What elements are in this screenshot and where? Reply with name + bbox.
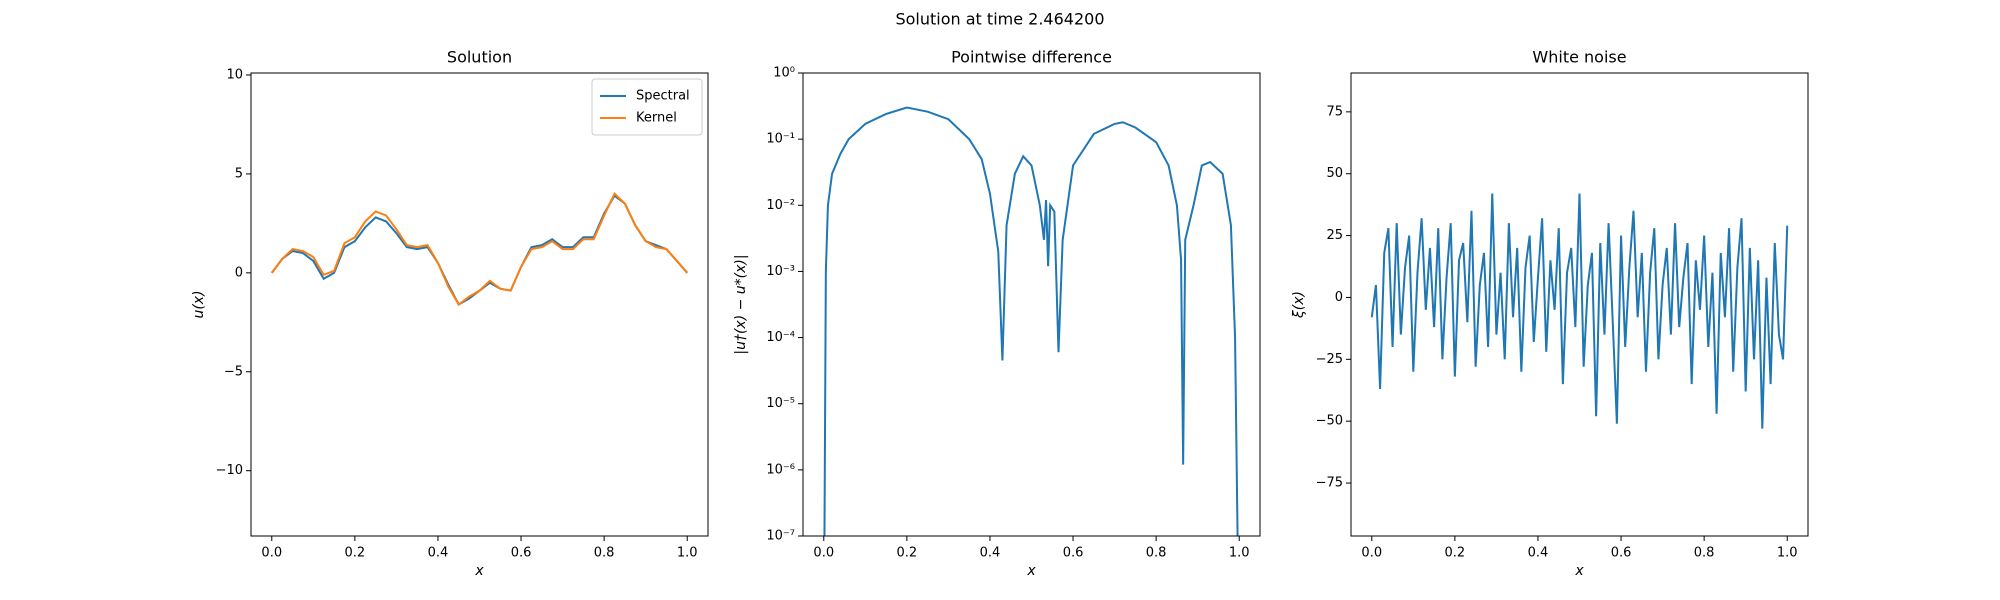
y-tick-label: 10⁻⁶ [766, 462, 795, 477]
y-tick-label: 25 [1326, 228, 1343, 243]
x-tick-label: 1.0 [677, 546, 698, 561]
x-axis-label: x [1574, 563, 1584, 579]
x-tick-label: 0.4 [1528, 546, 1549, 561]
y-tick-label: 5 [235, 166, 243, 181]
data-line [270, 194, 688, 306]
legend-box [591, 78, 703, 136]
y-tick-label: 0 [235, 265, 243, 280]
axes-title: White noise [1532, 48, 1626, 67]
x-tick-label: 0.6 [1611, 546, 1632, 561]
y-tick-label: 10⁻⁷ [766, 529, 795, 544]
y-axis-label: |u†(x) − u*(x)| [733, 254, 749, 354]
x-axis-label: x [1026, 563, 1036, 579]
y-tick-label: 0 [1335, 290, 1343, 305]
axes-title: Pointwise difference [951, 48, 1112, 67]
x-tick-label: 1.0 [1777, 546, 1798, 561]
data-line [270, 192, 688, 306]
axes-frame [250, 72, 709, 537]
y-tick-label: 10⁻² [766, 198, 795, 213]
x-tick-label: 0.2 [345, 546, 366, 561]
axes-frame [1350, 72, 1809, 537]
figure-title: Solution at time 2.464200 [895, 10, 1104, 29]
legend-label: Kernel [636, 111, 677, 126]
y-tick-label: 75 [1326, 104, 1343, 119]
legend-label: Spectral [636, 89, 690, 104]
x-tick-label: 0.0 [261, 546, 282, 561]
x-tick-label: 0.8 [1694, 546, 1715, 561]
axes-frame [802, 72, 1261, 537]
y-tick-label: 50 [1326, 166, 1343, 181]
x-tick-label: 0.0 [1361, 546, 1382, 561]
y-tick-label: −5 [224, 364, 243, 379]
x-tick-label: 0.8 [594, 546, 615, 561]
y-tick-label: −25 [1316, 352, 1343, 367]
x-tick-label: 0.2 [897, 546, 918, 561]
y-tick-label: 10 [226, 67, 243, 82]
x-tick-label: 0.0 [813, 546, 834, 561]
y-tick-label: −75 [1316, 476, 1343, 491]
y-tick-label: 10⁰ [773, 66, 795, 81]
y-tick-label: 10⁻³ [766, 264, 795, 279]
data-line [823, 106, 1239, 536]
x-tick-label: 0.4 [428, 546, 449, 561]
y-axis-label: u(x) [191, 290, 207, 318]
y-tick-label: −50 [1316, 414, 1343, 429]
x-tick-label: 0.2 [1445, 546, 1466, 561]
x-tick-label: 1.0 [1229, 546, 1250, 561]
data-line [1370, 193, 1789, 429]
x-tick-label: 0.4 [980, 546, 1001, 561]
x-axis-label: x [474, 563, 484, 579]
x-tick-label: 0.8 [1146, 546, 1167, 561]
y-tick-label: 10⁻¹ [766, 132, 795, 147]
y-tick-label: −10 [216, 463, 243, 478]
y-axis-label: ξ(x) [1291, 291, 1307, 319]
y-tick-label: 10⁻⁵ [766, 396, 795, 411]
y-tick-label: 10⁻⁴ [766, 330, 795, 345]
x-tick-label: 0.6 [1063, 546, 1084, 561]
axes-title: Solution [447, 48, 512, 67]
x-tick-label: 0.6 [511, 546, 532, 561]
